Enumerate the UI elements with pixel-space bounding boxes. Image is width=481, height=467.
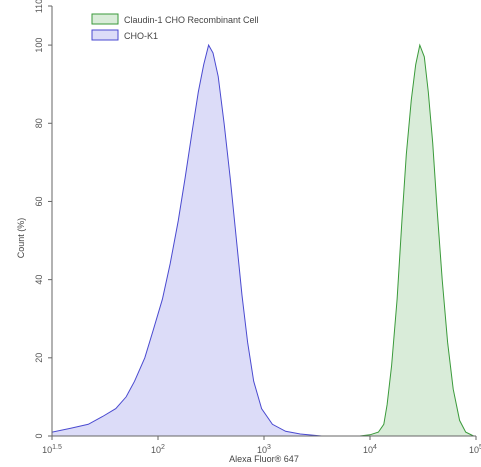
legend-label-0: Claudin-1 CHO Recombinant Cell	[124, 15, 259, 25]
y-tick-label-2: 40	[34, 275, 44, 285]
legend-label-1: CHO-K1	[124, 31, 158, 41]
series-area-0	[359, 43, 474, 437]
y-tick-label-0: 0	[34, 433, 44, 438]
y-axis-title: Count (%)	[16, 218, 26, 259]
x-tick-label-4: 105	[469, 444, 481, 455]
y-tick-label-1: 20	[34, 353, 44, 363]
y-tick-label-4: 80	[34, 118, 44, 128]
x-tick-label-3: 104	[363, 444, 377, 455]
y-tick-label-6: 110	[34, 0, 44, 13]
series-layer	[51, 43, 474, 437]
y-tick-label-5: 100	[34, 38, 44, 53]
x-tick-label-2: 103	[257, 444, 271, 455]
y-axis: 0 20 40 60 80 100 110	[34, 0, 52, 439]
legend-swatch-0	[91, 13, 119, 25]
x-tick-label-0: 101.5	[42, 444, 62, 455]
legend-swatch-1	[91, 29, 119, 41]
x-axis-title: Alexa Fluor® 647	[229, 454, 299, 464]
x-axis: 101.5 102 103 104 105	[42, 436, 481, 455]
y-tick-label-3: 60	[34, 196, 44, 206]
x-tick-label-1: 102	[151, 444, 165, 455]
legend: Claudin-1 CHO Recombinant Cell CHO-K1	[91, 13, 259, 41]
series-area-1	[51, 43, 322, 437]
